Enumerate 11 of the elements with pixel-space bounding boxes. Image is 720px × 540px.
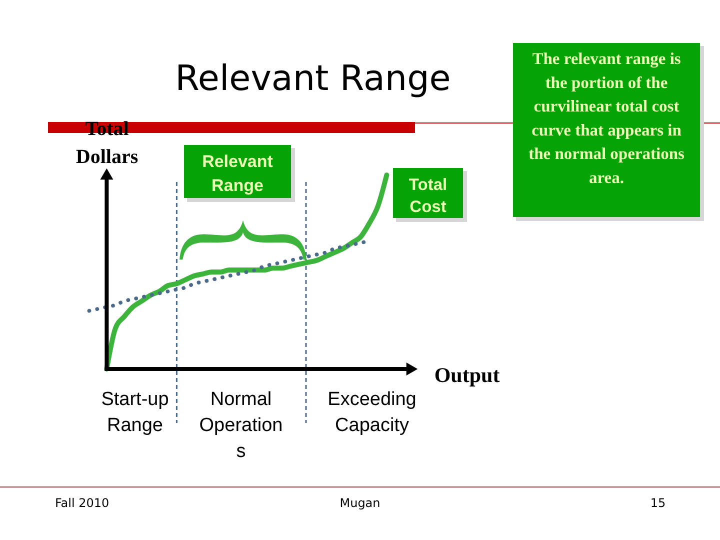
text: Exceeding Capacity [328, 389, 416, 436]
chart-title: Relevant Range [202, 152, 274, 195]
text: Relevant Range [175, 59, 451, 99]
series-label: Total Cost [408, 176, 448, 216]
text: 15 [650, 496, 666, 510]
text: Normal Operations [199, 389, 283, 462]
text: Mugan [340, 496, 380, 510]
text: The relevant range is the portion of the curvilinear total cost curve that appears in the normal operations area. [528, 49, 685, 187]
text: Start-up Range [101, 389, 169, 436]
text: Fall 2010 [55, 496, 110, 510]
x-axis-title: Output [434, 363, 500, 387]
